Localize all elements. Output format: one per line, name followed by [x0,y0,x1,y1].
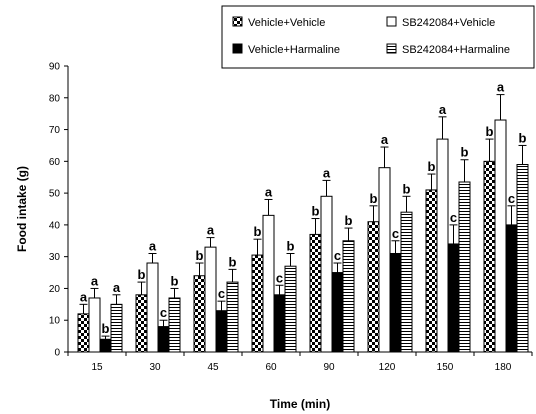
y-tick-label-60: 60 [49,157,61,168]
significance-label-sb242084-vehicle-120: a [381,132,389,147]
x-tick-label-60: 60 [265,362,277,373]
bar-vehicle-vehicle-120 [367,221,380,353]
legend-frame [221,5,535,69]
legend-swatch-sb242084-harmaline [386,43,397,54]
bar-sb242084-vehicle-180 [494,119,507,353]
bar-vehicle-harmaline-90 [331,272,344,353]
bar-sb242084-harmaline-15 [110,303,123,353]
bar-sb242084-harmaline-45 [226,281,239,353]
legend-swatch-vehicle-vehicle [232,16,243,27]
axes-layer: 0 10 20 30 40 50 60 70 80 90 15 30 45 60 90 120 150 180 [49,62,533,373]
significance-label-sb242084-harmaline-180: b [519,130,527,145]
significance-label-vehicle-vehicle-180: b [486,124,494,139]
significance-label-vehicle-vehicle-30: b [138,267,146,282]
bar-sb242084-harmaline-120 [400,211,413,353]
significance-label-vehicle-harmaline-30: c [160,305,167,320]
bar-vehicle-harmaline-120 [389,252,402,353]
bar-vehicle-harmaline-15 [99,338,112,353]
x-axis-title: Time (min) [270,397,330,411]
significance-label-vehicle-harmaline-45: c [218,286,225,301]
bar-vehicle-vehicle-30 [135,294,148,353]
significance-label-sb242084-harmaline-60: b [287,238,295,253]
significance-label-sb242084-vehicle-15: a [91,273,99,288]
significance-label-vehicle-vehicle-45: b [196,248,204,263]
significance-label-sb242084-vehicle-180: a [497,80,505,95]
significance-label-vehicle-harmaline-150: c [450,210,457,225]
significance-label-vehicle-harmaline-180: c [508,191,515,206]
significance-label-vehicle-vehicle-15: a [80,289,88,304]
y-tick-label-10: 10 [49,316,61,327]
significance-label-vehicle-vehicle-120: b [370,191,378,206]
significance-label-sb242084-harmaline-90: b [345,213,353,228]
legend-label-vehicle-vehicle: Vehicle+Vehicle [248,17,325,29]
significance-label-sb242084-harmaline-120: b [403,181,411,196]
bar-sb242084-harmaline-180 [516,164,529,353]
bar-vehicle-vehicle-150 [425,189,438,353]
bar-vehicle-vehicle-15 [77,313,90,353]
significance-label-vehicle-vehicle-90: b [312,204,320,219]
y-tick-label-40: 40 [49,220,61,231]
significance-label-vehicle-harmaline-120: c [392,226,399,241]
x-tick-label-90: 90 [323,362,335,373]
significance-label-sb242084-vehicle-45: a [207,223,215,238]
y-axis-title: Food intake (g) [15,166,29,252]
bar-vehicle-vehicle-45 [193,275,206,353]
legend-swatch-vehicle-harmaline [232,43,243,54]
bar-vehicle-harmaline-45 [215,310,228,353]
significance-label-vehicle-vehicle-60: b [254,224,262,239]
x-tick-label-15: 15 [91,362,103,373]
significance-label-sb242084-vehicle-150: a [439,102,447,117]
significance-label-sb242084-harmaline-45: b [229,254,237,269]
significance-label-sb242084-harmaline-150: b [461,145,469,160]
significance-label-vehicle-harmaline-60: c [276,270,283,285]
significance-label-sb242084-vehicle-60: a [265,184,273,199]
legend-label-sb242084-vehicle: SB242084+Vehicle [402,17,495,29]
bar-sb242084-vehicle-45 [204,246,217,353]
significance-label-vehicle-harmaline-90: c [334,248,341,263]
y-tick-label-0: 0 [54,348,60,359]
significance-label-sb242084-vehicle-30: a [149,238,157,253]
legend-label-vehicle-harmaline: Vehicle+Harmaline [248,44,340,56]
significance-label-sb242084-vehicle-90: a [323,165,331,180]
bar-sb242084-harmaline-90 [342,240,355,353]
x-tick-label-120: 120 [379,362,396,373]
bar-sb242084-vehicle-15 [88,297,101,353]
significance-label-vehicle-harmaline-15: b [102,321,110,336]
x-tick-label-45: 45 [207,362,219,373]
x-tick-label-150: 150 [437,362,454,373]
significance-label-sb242084-harmaline-15: a [113,280,121,295]
bar-sb242084-vehicle-150 [436,138,449,353]
y-tick-label-20: 20 [49,284,61,295]
y-tick-label-50: 50 [49,189,61,200]
bar-vehicle-harmaline-180 [505,224,518,353]
bar-sb242084-harmaline-30 [168,297,181,353]
significance-label-vehicle-vehicle-150: b [428,159,436,174]
y-tick-label-90: 90 [49,62,61,73]
significance-label-sb242084-harmaline-30: b [171,273,179,288]
x-tick-label-180: 180 [495,362,512,373]
bar-sb242084-harmaline-150 [458,181,471,353]
bar-sb242084-harmaline-60 [284,265,297,353]
legend-swatch-sb242084-vehicle [386,16,397,27]
bar-vehicle-vehicle-180 [483,160,496,353]
y-tick-label-70: 70 [49,125,61,136]
y-tick-label-30: 30 [49,252,61,263]
bar-sb242084-vehicle-120 [378,167,391,353]
legend: Vehicle+Vehicle SB242084+Vehicle Vehicle… [221,5,535,69]
bar-sb242084-vehicle-60 [262,214,275,353]
bar-vehicle-vehicle-60 [251,254,264,353]
bar-vehicle-harmaline-60 [273,294,286,353]
bar-vehicle-harmaline-30 [157,326,170,353]
bar-vehicle-vehicle-90 [309,233,322,353]
bar-sb242084-vehicle-30 [146,262,159,353]
y-tick-label-80: 80 [49,93,61,104]
bar-vehicle-harmaline-150 [447,243,460,353]
legend-label-sb242084-harmaline: SB242084+Harmaline [402,44,510,56]
x-tick-label-30: 30 [149,362,161,373]
bar-sb242084-vehicle-90 [320,195,333,353]
